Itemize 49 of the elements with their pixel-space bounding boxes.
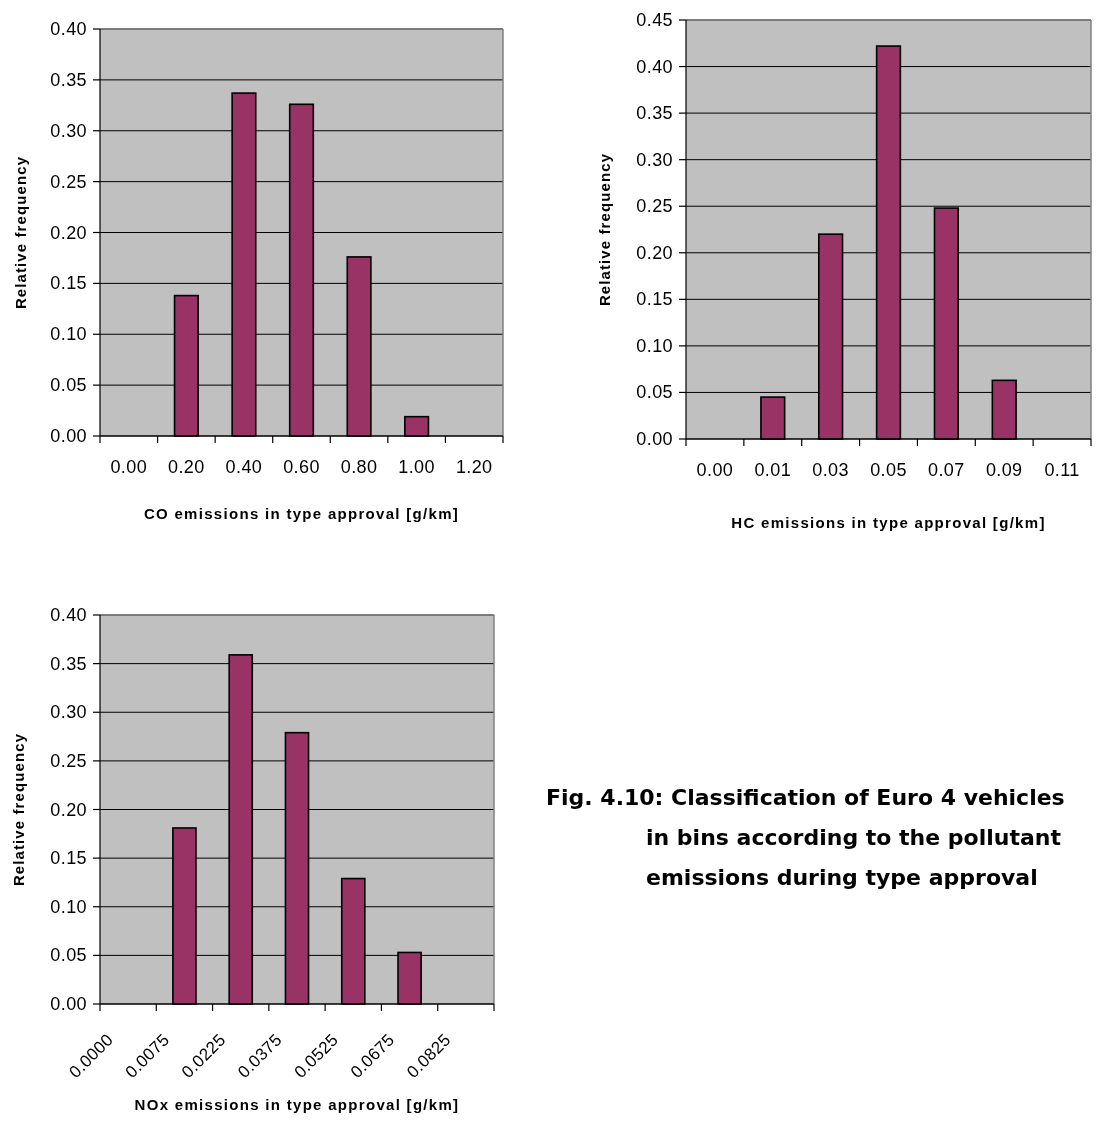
y-axis-title: Relative frequency (9, 732, 27, 887)
y-tick-label: 0.35 (50, 653, 87, 674)
x-tick-label: 0.03 (812, 460, 849, 480)
x-tick-label: 0.00 (110, 457, 148, 477)
x-axis-title: CO emissions in type approval [g/km] (143, 505, 460, 522)
y-tick-label: 0.05 (636, 382, 673, 403)
x-tick-label: 0.01 (754, 460, 792, 480)
y-tick-label: 0.05 (50, 375, 87, 396)
x-tick-label: 0.20 (168, 457, 205, 477)
y-tick-label: 0.20 (50, 799, 87, 820)
y-tick-label: 0.35 (50, 69, 87, 90)
x-tick-label: 1.00 (398, 457, 435, 477)
y-tick-label: 0.35 (636, 103, 673, 124)
y-tick-label: 0.15 (636, 289, 673, 310)
y-tick-label: 0.40 (50, 605, 87, 625)
y-tick-label: 0.00 (50, 994, 87, 1014)
y-tick-label: 0.10 (636, 335, 673, 356)
x-axis-title: HC emissions in type approval [g/km] (731, 514, 1046, 531)
x-tick-label: 0.07 (928, 460, 965, 480)
x-tick-label: 0.40 (225, 457, 263, 477)
y-tick-label: 0.05 (50, 945, 87, 966)
caption: Fig. 4.10: Classification of Euro 4 vehicles in bins according to the pollutant emissions during type approval (546, 785, 1065, 890)
x-tick-label: 0.09 (985, 460, 1023, 480)
y-tick-label: 0.15 (50, 848, 87, 869)
y-tick-label: 0.30 (50, 120, 87, 141)
x-tick-label: 0.80 (340, 457, 378, 477)
x-tick-label: 0.60 (283, 457, 320, 477)
y-tick-label: 0.30 (636, 149, 673, 170)
y-tick-label: 0.20 (50, 222, 87, 243)
x-tick-label: 0.11 (1044, 460, 1080, 480)
y-tick-label: 0.40 (50, 19, 87, 39)
y-tick-label: 0.10 (50, 896, 87, 917)
y-tick-label: 0.45 (636, 10, 673, 30)
y-tick-label: 0.25 (50, 171, 87, 192)
x-tick-label: 0.00 (696, 460, 734, 480)
y-tick-label: 0.25 (50, 750, 87, 771)
y-tick-label: 0.00 (636, 429, 673, 449)
y-tick-label: 0.15 (50, 273, 87, 294)
y-axis-title: Relative frequency (595, 152, 613, 307)
x-tick-label: 0.05 (870, 460, 907, 480)
y-axis-title: Relative frequency (11, 155, 29, 310)
y-tick-label: 0.10 (50, 324, 87, 345)
y-tick-label: 0.00 (50, 426, 87, 446)
y-tick-label: 0.25 (636, 196, 673, 217)
y-tick-label: 0.40 (636, 56, 673, 77)
y-tick-label: 0.20 (636, 242, 673, 263)
y-tick-label: 0.30 (50, 702, 87, 723)
x-tick-label: 1.20 (455, 457, 493, 477)
x-axis-title: NOx emissions in type approval [g/km] (134, 1096, 460, 1113)
